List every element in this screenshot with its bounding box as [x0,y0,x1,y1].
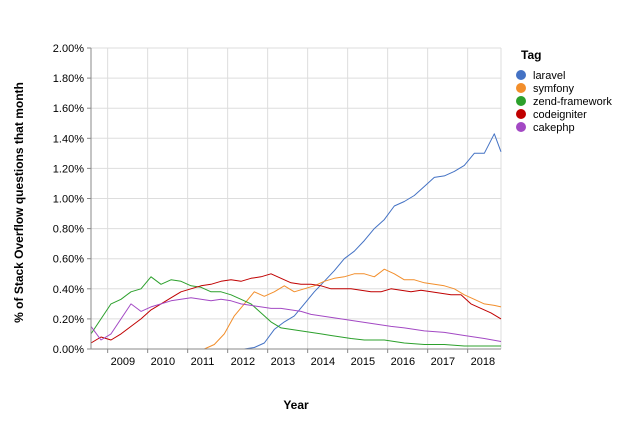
y-tick-label: 1.80% [53,73,84,85]
legend-swatch-codeigniter [516,109,526,119]
series-line-codeigniter [90,273,502,344]
legend-label-cakephp: cakephp [533,122,575,134]
legend-swatch-zend-framework [516,96,526,106]
y-tick-label: 1.60% [53,103,84,115]
series-line-cakephp [90,297,502,342]
y-axis-ticks: 0.00% 0.20% 0.40% 0.60% 0.80% 1.00% 1.20% 1.40%… [53,43,91,356]
legend-swatch-symfony [516,83,526,93]
legend-label-codeigniter: codeigniter [533,109,587,121]
series-layer [90,133,502,350]
legend-items: laravelsymfonyzend-frameworkcodeigniterc… [516,70,612,134]
x-tick-label: 2012 [231,356,255,368]
x-tick-label: 2016 [391,356,415,368]
legend-swatch-laravel [516,70,526,80]
y-axis-title: % of Stack Overflow questions that month [12,82,26,323]
x-tick-label: 2017 [431,356,455,368]
x-tick-label: 2011 [191,356,215,368]
x-tick-label: 2010 [151,356,175,368]
x-tick-label: 2013 [271,356,295,368]
legend-label-laravel: laravel [533,70,565,82]
y-tick-label: 0.80% [53,224,84,236]
x-tick-label: 2015 [351,356,375,368]
legend-swatch-cakephp [516,122,526,132]
y-tick-label: 0.00% [53,344,84,356]
x-tick-label: 2018 [471,356,495,368]
x-axis-ticks: 2009 2010 2011 2012 2013 2014 2015 2016 2017 2018 [107,349,495,368]
legend: Tag laravelsymfonyzend-frameworkcodeigni… [516,48,612,134]
series-line-symfony [91,268,502,350]
legend-label-zend-framework: zend-framework [533,96,612,108]
y-tick-label: 0.60% [53,254,84,266]
y-tick-label: 0.40% [53,284,84,296]
x-tick-label: 2009 [111,356,135,368]
x-tick-label: 2014 [311,356,335,368]
y-tick-label: 1.20% [53,163,84,175]
legend-title: Tag [521,48,541,62]
y-tick-label: 2.00% [53,43,84,55]
x-axis-title: Year [283,398,309,412]
legend-label-symfony: symfony [533,83,574,95]
gridlines [91,47,502,350]
series-line-zend-framework [90,276,501,347]
y-tick-label: 1.00% [53,194,84,206]
y-tick-label: 1.40% [53,133,84,145]
y-tick-label: 0.20% [53,314,84,326]
series-line-laravel [227,133,502,350]
